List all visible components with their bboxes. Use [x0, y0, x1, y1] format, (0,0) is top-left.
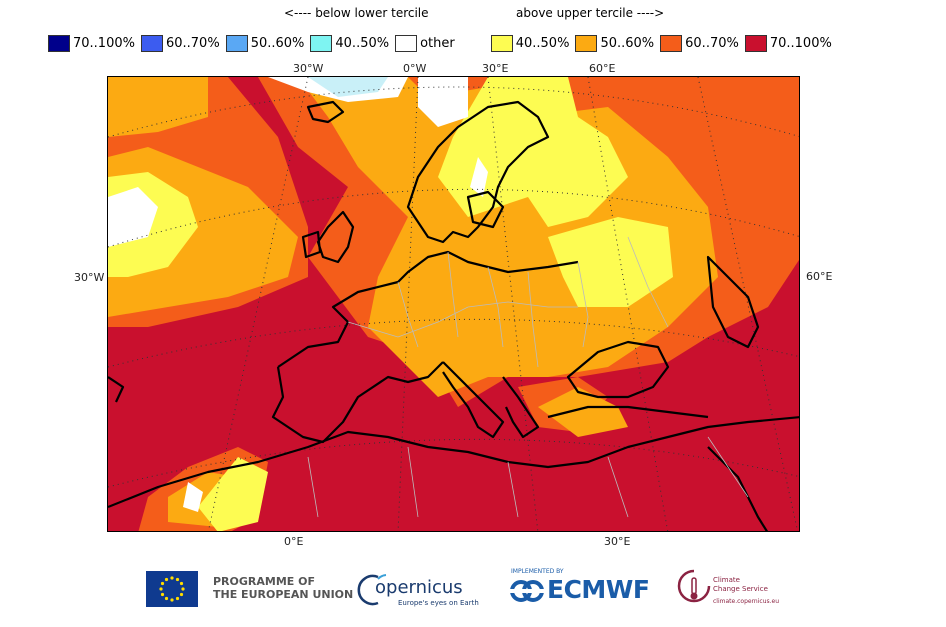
- legend-swatch: [225, 34, 248, 52]
- legend-item: 70..100%: [48, 34, 135, 52]
- region-40-50-above: [548, 217, 673, 307]
- copernicus-tagline: Europe's eyes on Earth: [398, 599, 479, 607]
- legend-swatch: [48, 34, 70, 52]
- legend-label: 50..60%: [600, 35, 655, 51]
- graticule: [108, 77, 799, 531]
- header-above-tercile: above upper tercile ---->: [516, 6, 665, 20]
- country-borders: [307, 236, 749, 518]
- header-below-tercile: <---- below lower tercile: [284, 6, 429, 20]
- eu-flag-icon: [146, 571, 198, 607]
- region-50-60-above: [108, 77, 208, 137]
- legend-item: 50..60%: [575, 34, 655, 52]
- legend-label: 50..60%: [250, 35, 305, 51]
- c3s-text: Climate Change Service: [713, 576, 768, 594]
- ecmwf-implemented-by: IMPLEMENTED BY: [511, 568, 564, 575]
- legend-item: 50..60%: [225, 34, 305, 52]
- footer-logos: PROGRAMME OF THE EUROPEAN UNION opernicu…: [0, 565, 946, 615]
- lon-label-top: 60°E: [589, 62, 616, 75]
- eu-line-2: THE EUROPEAN UNION: [213, 588, 354, 601]
- legend-swatch: [140, 34, 163, 52]
- copernicus-wordmark: opernicus: [375, 577, 463, 598]
- eu-programme-text: PROGRAMME OF THE EUROPEAN UNION: [213, 575, 353, 601]
- legend-swatch: [490, 34, 513, 52]
- region-other: [418, 77, 468, 127]
- legend-swatch: [744, 34, 767, 52]
- eu-line-1: PROGRAMME OF: [213, 575, 315, 588]
- lon-label-top: 0°W: [403, 62, 427, 75]
- legend-swatch: [575, 34, 598, 52]
- climate-change-service-logo-icon: [677, 569, 711, 603]
- legend-label: 40..50%: [335, 35, 390, 51]
- copernicus-logo-icon: [357, 574, 387, 606]
- coastlines: [108, 100, 799, 531]
- lon-label-bottom: 30°E: [604, 535, 631, 548]
- legend-label: 70..100%: [73, 35, 135, 51]
- c3s-line-1: Climate: [713, 576, 740, 584]
- legend-swatch: [660, 34, 683, 52]
- legend-label: 70..100%: [769, 35, 832, 51]
- legend-item: other: [395, 34, 455, 52]
- legend-label: 60..70%: [165, 35, 220, 51]
- lon-label-bottom: 0°E: [284, 535, 304, 548]
- lon-label-top: 30°W: [293, 62, 324, 75]
- ecmwf-logo-icon: [510, 580, 544, 602]
- lon-label-top: 30°E: [482, 62, 509, 75]
- tercile-probability-map: [107, 76, 800, 532]
- legend-label: other: [420, 35, 455, 51]
- c3s-line-2: Change Service: [713, 585, 768, 593]
- map-svg: [108, 77, 799, 531]
- region-other: [183, 482, 203, 512]
- region-40-50-above: [438, 77, 628, 227]
- ecmwf-wordmark: ECMWF: [547, 575, 650, 604]
- lat-label-right: 60°E: [806, 270, 833, 283]
- region-other: [108, 187, 158, 247]
- region-below-40-50: [308, 77, 388, 97]
- legend-label: 60..70%: [685, 35, 739, 51]
- legend-item: 40..50%: [310, 34, 390, 52]
- region-50-60-above: [538, 387, 628, 437]
- legend-swatch: [395, 34, 418, 52]
- legend-item: 40..50%: [490, 34, 570, 52]
- region-other: [470, 157, 488, 197]
- legend-item: 60..70%: [140, 34, 220, 52]
- region-40-50-above: [198, 457, 268, 531]
- c3s-url: climate.copernicus.eu: [713, 598, 780, 605]
- legend-swatch: [310, 34, 333, 52]
- legend: 70..100% 60..70% 50..60% 40..50% other 4…: [48, 33, 838, 53]
- legend-label: 40..50%: [515, 35, 570, 51]
- legend-item: 70..100%: [744, 34, 832, 52]
- lat-label-left: 30°W: [74, 271, 105, 284]
- legend-item: 60..70%: [660, 34, 739, 52]
